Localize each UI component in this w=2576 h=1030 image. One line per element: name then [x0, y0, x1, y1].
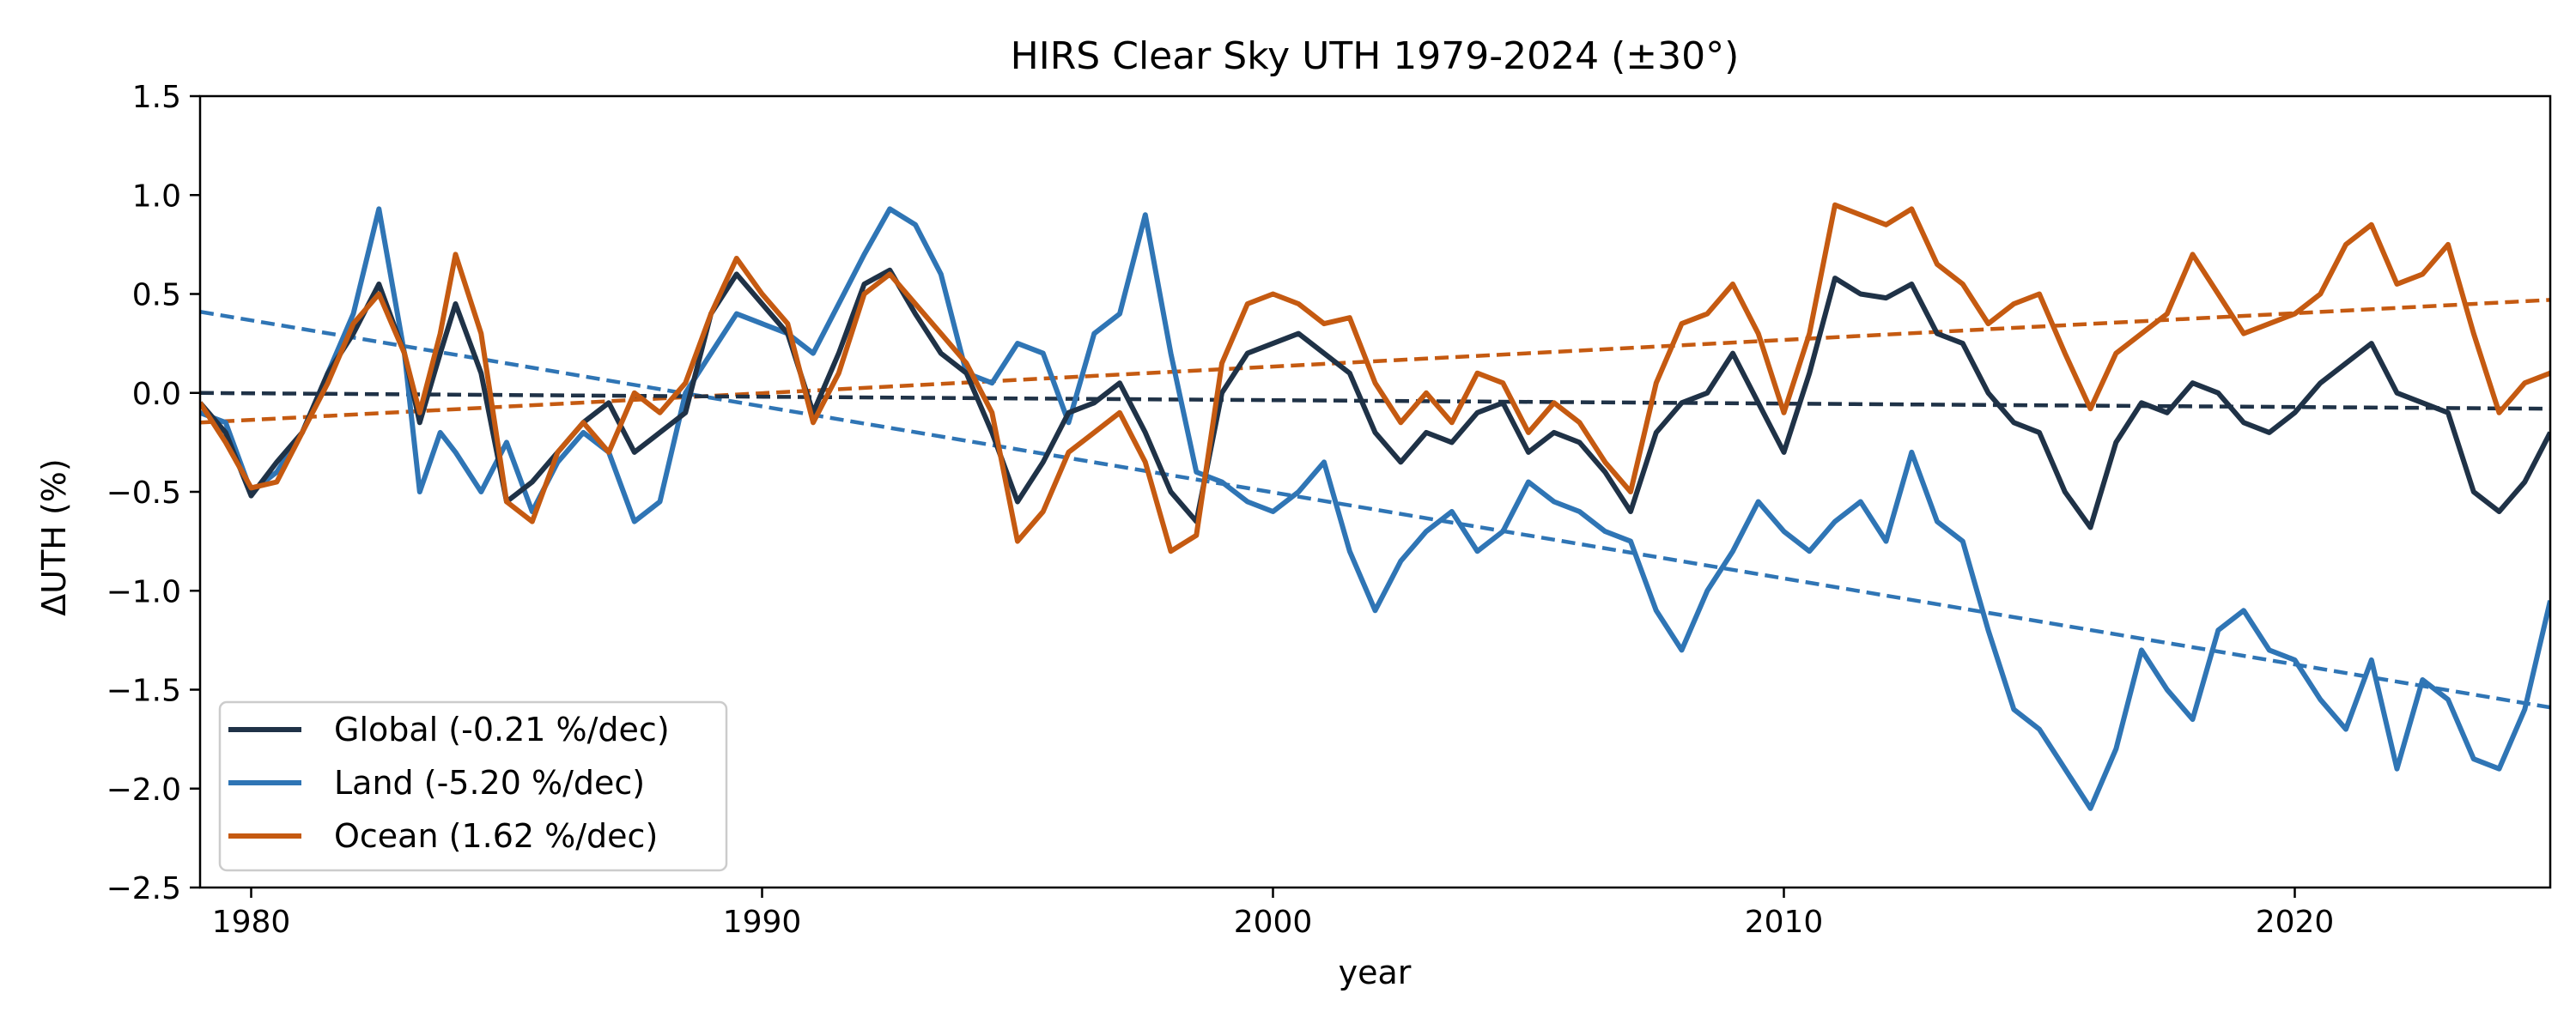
- x-tick-label: 1980: [212, 905, 291, 940]
- legend-label: Global (-0.21 %/dec): [334, 711, 670, 748]
- x-tick-label: 2020: [2256, 905, 2335, 940]
- y-tick-label: 0.5: [132, 278, 181, 313]
- y-tick-label: 1.0: [132, 179, 181, 214]
- legend-label: Land (-5.20 %/dec): [334, 764, 645, 802]
- legend-box: [218, 700, 728, 872]
- series-layer: [200, 202, 2550, 811]
- legend-label: Ocean (1.62 %/dec): [334, 817, 658, 855]
- series-line-2: [200, 202, 2550, 554]
- y-axis-title: ΔUTH (%): [35, 458, 73, 615]
- x-axis-title: year: [1339, 954, 1412, 991]
- chart-title: HIRS Clear Sky UTH 1979-2024 (±30°): [1011, 34, 1740, 78]
- y-tick-label: −1.5: [106, 674, 181, 709]
- y-tick-label: −2.5: [106, 871, 181, 906]
- y-tick-label: −1.0: [106, 574, 181, 609]
- y-axis: −2.5 −2.0 −1.5 −1.0 −0.5 0.0 0.5 1.0 1.5: [106, 80, 200, 906]
- x-tick-label: 2010: [1745, 905, 1824, 940]
- x-axis: 1980 1990 2000 2010 2020: [212, 888, 2335, 940]
- x-tick-label: 1990: [723, 905, 802, 940]
- trend-line-4: [200, 309, 2550, 710]
- y-tick-label: 1.5: [132, 80, 181, 115]
- y-tick-label: −2.0: [106, 772, 181, 808]
- y-tick-label: −0.5: [106, 476, 181, 511]
- series-line-1: [200, 206, 2550, 811]
- x-tick-label: 2000: [1234, 905, 1313, 940]
- legend: Global (-0.21 %/dec) Land (-5.20 %/dec) Oc…: [218, 700, 728, 872]
- y-tick-label: 0.0: [132, 377, 181, 412]
- trend-line-3: [200, 391, 2550, 411]
